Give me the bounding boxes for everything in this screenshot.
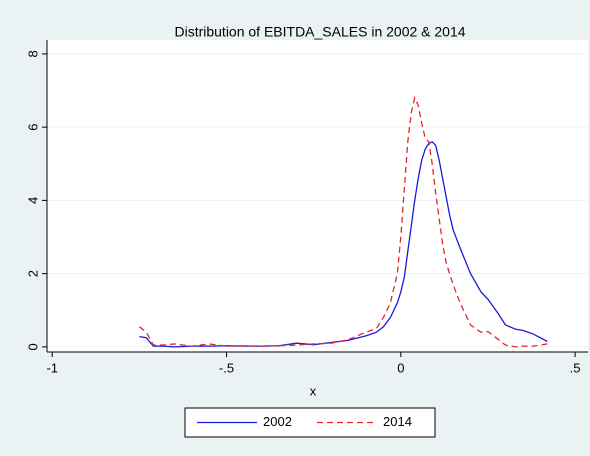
chart-title: Distribution of EBITDA_SALES in 2002 & 2… <box>174 24 465 40</box>
legend-label: 2002 <box>263 414 292 429</box>
y-tick-label: 6 <box>25 124 40 131</box>
x-tick-label: -.5 <box>219 360 234 375</box>
x-tick-label: -1 <box>46 360 58 375</box>
x-tick-label: 0 <box>397 360 404 375</box>
y-tick-label: 4 <box>25 197 40 204</box>
series-line <box>138 95 548 348</box>
x-tick-label: .5 <box>570 360 581 375</box>
series-line <box>139 140 548 348</box>
y-tick-label: 0 <box>25 343 40 350</box>
x-axis-title: x <box>310 383 317 398</box>
plot-region <box>47 40 588 352</box>
legend-label: 2014 <box>383 414 412 429</box>
y-tick-label: 2 <box>25 270 40 277</box>
y-tick-label: 8 <box>25 50 40 57</box>
